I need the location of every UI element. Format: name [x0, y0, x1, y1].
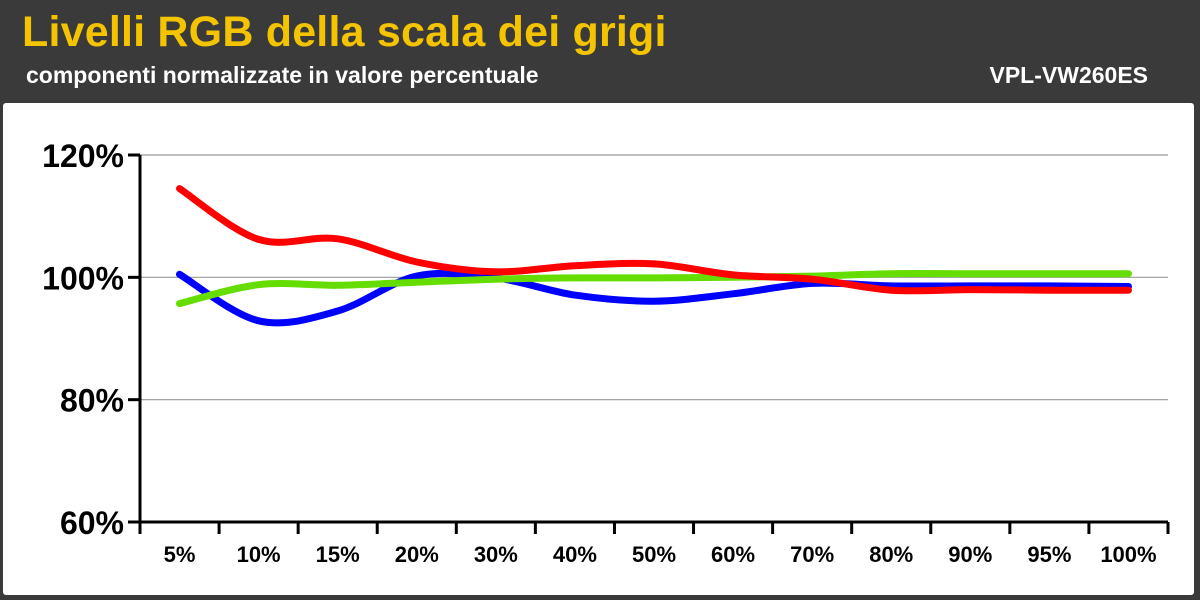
series-line	[176, 269, 1132, 327]
header: Livelli RGB della scala dei grigi compon…	[0, 0, 1200, 100]
x-tick-label: 20%	[395, 542, 439, 567]
chart-title: Livelli RGB della scala dei grigi	[22, 8, 667, 56]
x-tick-label: 95%	[1027, 542, 1071, 567]
x-tick-label: 40%	[553, 542, 597, 567]
x-tick-label: 30%	[474, 542, 518, 567]
axes	[128, 153, 1170, 534]
series-lines	[176, 185, 1132, 327]
x-tick-label: 70%	[790, 542, 834, 567]
x-tick-label: 60%	[711, 542, 755, 567]
series-line	[176, 185, 1132, 295]
x-tick-label: 5%	[164, 542, 196, 567]
y-axis-labels: 60% 80% 100% 120%	[42, 138, 124, 541]
x-tick-label: 90%	[948, 542, 992, 567]
chart-panel	[3, 103, 1194, 595]
y-tick-label: 80%	[60, 383, 124, 419]
x-axis-labels: 5% 10% 15% 20% 30% 40% 50% 60% 70% 80% 90% 95% 100%	[164, 542, 1157, 567]
y-tick-label: 100%	[42, 260, 124, 296]
y-tick-label: 60%	[60, 505, 124, 541]
x-tick-label: 15%	[316, 542, 360, 567]
y-tick-label: 120%	[42, 138, 124, 174]
x-tick-label: 80%	[869, 542, 913, 567]
model-label: VPL-VW260ES	[989, 62, 1149, 88]
series-line	[176, 270, 1132, 308]
x-tick-label: 100%	[1100, 542, 1156, 567]
chart-subtitle: componenti normalizzate in valore percen…	[26, 62, 539, 88]
x-tick-label: 50%	[632, 542, 676, 567]
x-tick-label: 10%	[237, 542, 281, 567]
